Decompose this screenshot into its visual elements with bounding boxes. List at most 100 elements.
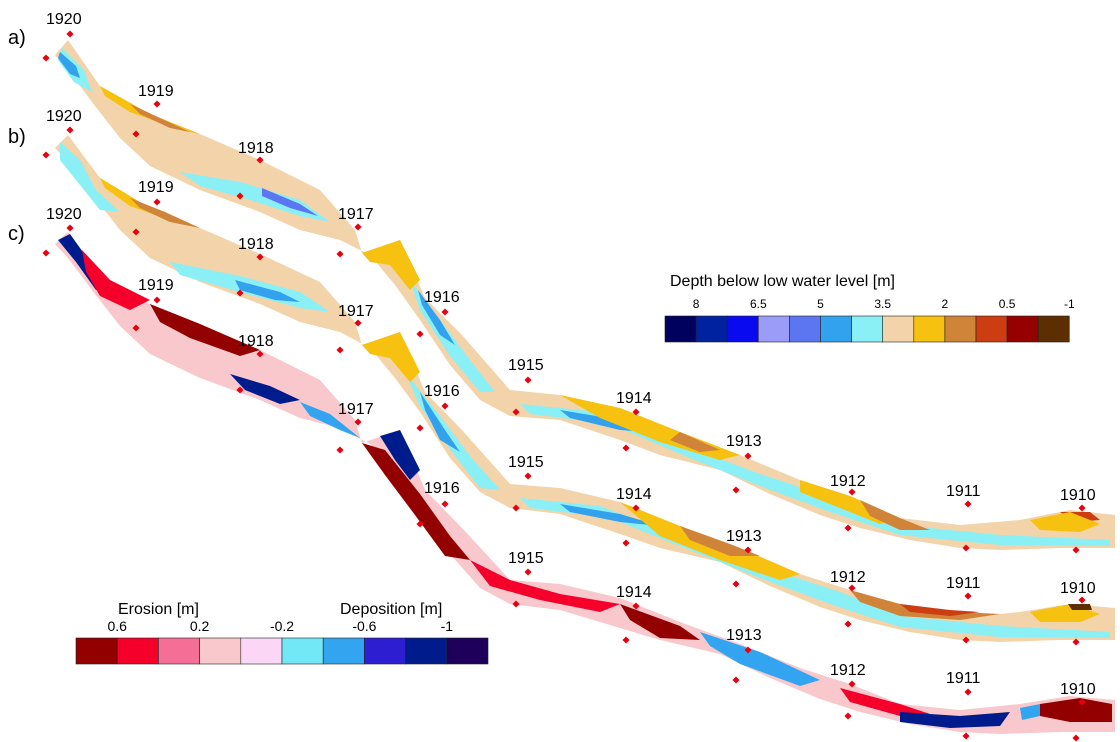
river-km-marker	[744, 452, 752, 460]
river-km-label-c-1917: 1917	[338, 401, 374, 418]
river-km-marker	[66, 126, 74, 134]
river-km-marker	[354, 418, 362, 426]
river-km-label-c-1913: 1913	[726, 627, 762, 644]
river-reach-b	[55, 135, 1115, 642]
depth-legend-swatches	[664, 315, 1070, 343]
river-km-marker	[42, 249, 50, 257]
depth-legend-tick: 0.5	[999, 297, 1016, 311]
river-km-marker	[622, 444, 630, 452]
river-km-label-a-1920: 1920	[46, 11, 82, 28]
erosion-legend-swatch	[405, 637, 448, 665]
river-km-label-b-1920: 1920	[46, 108, 82, 125]
erosion-deposition-c6	[380, 430, 420, 480]
river-km-marker	[354, 319, 362, 327]
erosion-legend-swatches	[75, 637, 489, 665]
depth-channel-b3	[235, 280, 300, 302]
panel-b-map	[55, 135, 1115, 642]
river-km-label-b-1919: 1919	[138, 179, 174, 196]
river-km-marker	[622, 539, 630, 547]
river-km-label-b-1915: 1915	[508, 454, 544, 471]
river-km-label-a-1916: 1916	[424, 289, 460, 306]
depth-legend-swatch	[695, 315, 728, 343]
river-km-label-b-1910: 1910	[1060, 580, 1096, 597]
erosion-deposition-c8	[470, 560, 620, 612]
river-km-marker	[744, 546, 752, 554]
river-km-label-c-1920: 1920	[46, 206, 82, 223]
river-km-marker	[256, 350, 264, 358]
river-km-marker	[42, 54, 50, 62]
river-km-marker	[732, 676, 740, 684]
river-km-marker	[66, 30, 74, 38]
erosion-deposition-c3	[150, 304, 260, 356]
river-km-label-c-1911: 1911	[946, 670, 981, 687]
erosion-deposition-c14	[1020, 704, 1040, 720]
depth-legend-tick: 3.5	[874, 297, 891, 311]
depth-channel-a4	[262, 188, 318, 216]
erosion-legend-swatch	[281, 637, 324, 665]
river-km-marker	[964, 500, 972, 508]
river-km-marker	[622, 636, 630, 644]
erosion-deposition-c9	[620, 604, 700, 640]
depth-legend-tick: -1	[1064, 297, 1075, 311]
river-km-marker	[1078, 596, 1086, 604]
river-km-marker	[1072, 734, 1080, 742]
depth-bank-b7	[900, 604, 980, 616]
river-km-marker	[512, 600, 520, 608]
erosion-deposition-c12	[900, 712, 1010, 728]
depth-bank-a2	[130, 104, 190, 132]
river-km-marker	[416, 424, 424, 432]
river-km-marker	[962, 636, 970, 644]
erosion-deposition-c13	[1040, 698, 1112, 722]
river-km-marker	[236, 386, 244, 394]
river-km-label-a-1913: 1913	[726, 433, 762, 450]
river-km-label-b-1911: 1911	[946, 575, 981, 592]
river-km-marker	[66, 224, 74, 232]
river-km-marker	[962, 732, 970, 740]
depth-legend-swatch	[726, 315, 759, 343]
river-km-marker	[732, 486, 740, 494]
river-km-marker	[336, 250, 344, 258]
river-km-label-c-1912: 1912	[830, 662, 866, 679]
depth-legend-swatch	[789, 315, 821, 343]
river-km-marker	[632, 408, 640, 416]
river-km-marker	[42, 151, 50, 159]
river-km-label-c-1919: 1919	[138, 277, 174, 294]
depth-legend-tick: 5	[817, 297, 824, 311]
river-km-marker	[153, 296, 161, 304]
erosion-legend: Erosion [m] Deposition [m] 0.6 0.2 -0.2 -0.…	[75, 601, 489, 665]
river-km-label-a-1911: 1911	[946, 483, 981, 500]
depth-legend-swatch	[944, 315, 977, 343]
river-km-label-a-1910: 1910	[1060, 487, 1096, 504]
erosion-deposition-c4	[230, 374, 300, 404]
depth-legend-swatch	[882, 315, 915, 343]
river-km-label-b-1918: 1918	[238, 236, 274, 253]
river-km-marker	[848, 488, 856, 496]
river-km-label-a-1918: 1918	[238, 140, 274, 157]
erosion-legend-swatch	[199, 637, 242, 665]
river-km-marker	[132, 130, 140, 138]
erosion-deposition-c11	[840, 688, 930, 716]
depth-bank-b5	[680, 526, 760, 556]
river-km-label-a-1914: 1914	[616, 390, 652, 407]
depth-channel-b1	[60, 142, 120, 212]
river-km-marker	[844, 712, 852, 720]
depth-legend-swatch	[757, 315, 790, 343]
river-km-marker	[153, 100, 161, 108]
erosion-legend-swatch	[75, 637, 118, 665]
river-km-marker	[524, 376, 532, 384]
depth-channel-a2	[58, 52, 80, 78]
river-km-marker	[744, 646, 752, 654]
erosion-legend-tick: -0.2	[270, 618, 294, 634]
panel-c-map	[55, 232, 1115, 734]
river-reach-a	[55, 40, 1115, 550]
panel-label-c: c)	[8, 223, 25, 245]
river-km-marker	[236, 289, 244, 297]
panel-label-a: a)	[8, 27, 26, 49]
depth-legend-tick: 2	[942, 297, 949, 311]
river-km-marker	[848, 680, 856, 688]
river-km-marker	[256, 253, 264, 261]
depth-legend-swatch	[1006, 315, 1039, 343]
river-km-marker	[512, 408, 520, 416]
erosion-legend-tick: -0.6	[352, 618, 376, 634]
river-km-marker	[441, 500, 449, 508]
